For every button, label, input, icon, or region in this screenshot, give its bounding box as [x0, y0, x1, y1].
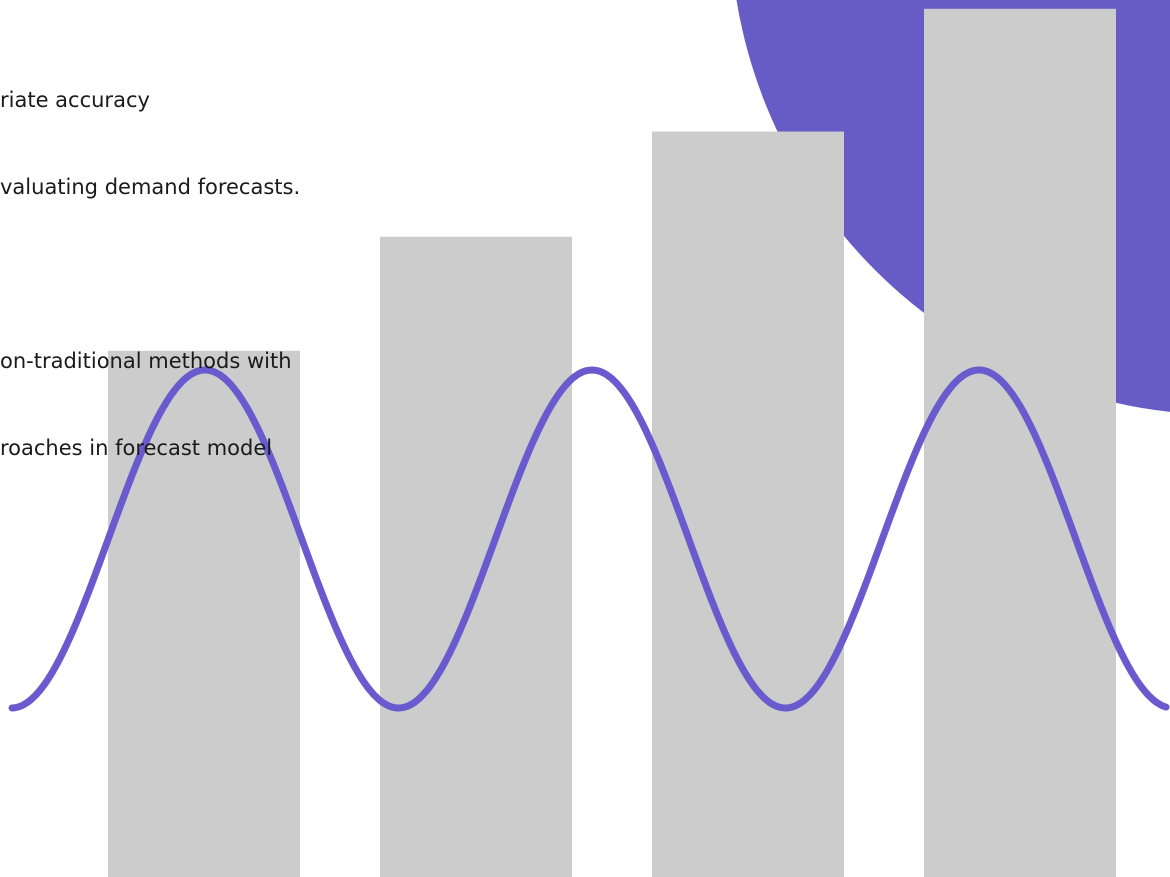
- body-text-line-4: roaches in forecast model: [0, 436, 273, 460]
- body-text-line-2: valuating demand forecasts.: [0, 175, 301, 199]
- decorative-bar-2: [380, 236, 572, 877]
- decorative-bars: [108, 8, 1116, 877]
- body-text-line-1: riate accuracy: [0, 88, 150, 112]
- paragraph-gap: [0, 260, 460, 289]
- decorative-bar-3: [652, 131, 844, 877]
- body-text-line-3: on-traditional methods with: [0, 349, 292, 373]
- body-text: riate accuracy valuating demand forecast…: [0, 28, 460, 521]
- decorative-wave-line: [8, 366, 1170, 712]
- decorative-bar-1: [108, 350, 300, 877]
- decorative-bar-4: [924, 8, 1116, 877]
